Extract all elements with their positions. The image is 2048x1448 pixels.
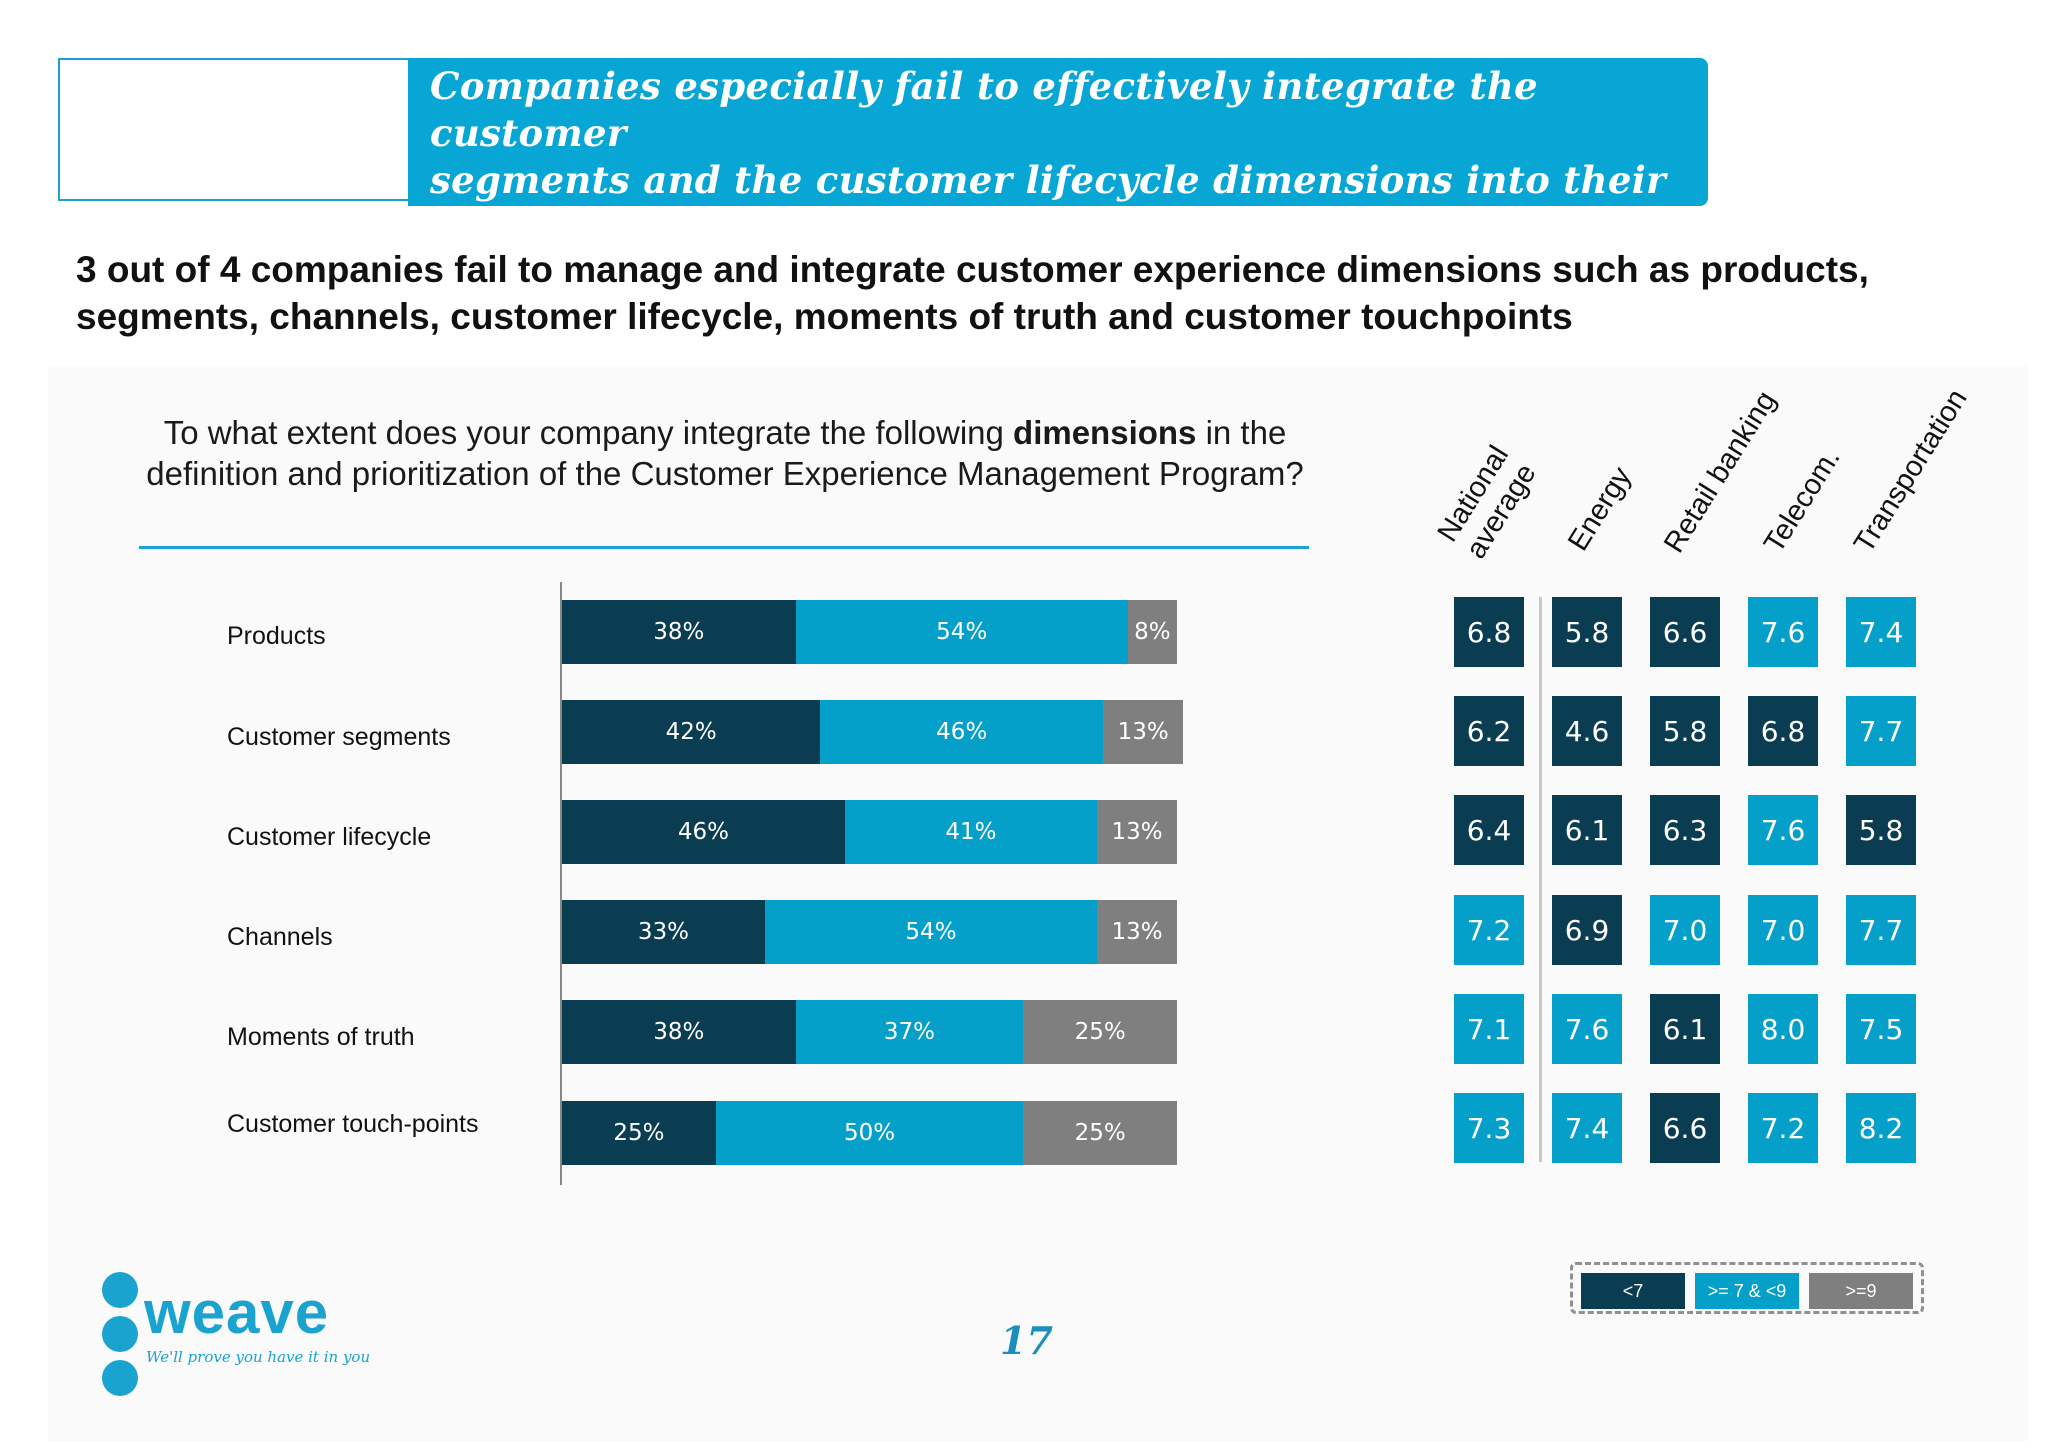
heatmap-cell: 7.2 bbox=[1454, 895, 1524, 965]
category-label: Customer lifecycle bbox=[227, 823, 432, 851]
heatmap-cell: 6.1 bbox=[1552, 795, 1622, 865]
bar-value-label: 13% bbox=[1117, 719, 1169, 745]
bar-value-label: 54% bbox=[905, 919, 957, 945]
legend-item-low: <7 bbox=[1581, 1273, 1685, 1309]
banner-line: customer experience strategy bbox=[430, 205, 1053, 249]
heatmap-cell: 7.6 bbox=[1748, 795, 1818, 865]
heatmap-cell: 5.8 bbox=[1552, 597, 1622, 667]
bar-value-label: 41% bbox=[945, 819, 997, 845]
survey-question: To what extent does your company integra… bbox=[140, 412, 1310, 494]
heatmap-cell: 7.3 bbox=[1454, 1093, 1524, 1163]
bar-value-label: 33% bbox=[637, 919, 690, 945]
bar-segment: 46% bbox=[820, 700, 1104, 764]
bar-value-label: 42% bbox=[665, 719, 717, 745]
category-label: Customer segments bbox=[227, 723, 451, 751]
headline: 3 out of 4 companies fail to manage and … bbox=[76, 246, 2016, 340]
bar-segment: 13% bbox=[1097, 800, 1177, 864]
heatmap-cell: 7.2 bbox=[1748, 1093, 1818, 1163]
heatmap-cell: 6.1 bbox=[1650, 994, 1720, 1064]
bar-segment: 8% bbox=[1127, 600, 1177, 664]
category-label: Moments of truth bbox=[227, 1023, 415, 1051]
heatmap-cell: 6.9 bbox=[1552, 895, 1622, 965]
bar-value-label: 46% bbox=[936, 719, 988, 745]
bar-value-label: 50% bbox=[843, 1120, 896, 1146]
bar-value-label: 37% bbox=[883, 1019, 936, 1045]
bar-segment: 13% bbox=[1103, 700, 1184, 764]
logo-dot bbox=[102, 1272, 138, 1308]
heatmap-cell: 6.3 bbox=[1650, 795, 1720, 865]
bar-segment: 38% bbox=[562, 1000, 796, 1064]
heatmap-legend: <7 >= 7 & <9 >=9 bbox=[1570, 1262, 1924, 1314]
bar-segment: 41% bbox=[844, 800, 1098, 864]
headline-line: 3 out of 4 companies fail to manage and … bbox=[76, 249, 1869, 290]
bar-value-label: 25% bbox=[1074, 1120, 1126, 1146]
bar-value-label: 8% bbox=[1134, 619, 1171, 645]
heatmap-cell: 5.8 bbox=[1846, 795, 1916, 865]
page-number: 17 bbox=[1000, 1318, 1053, 1363]
bar-value-label: 13% bbox=[1111, 919, 1163, 945]
category-label: Products bbox=[227, 622, 326, 650]
legend-item-high: >=9 bbox=[1809, 1273, 1913, 1309]
bar-value-label: 38% bbox=[653, 619, 705, 645]
bar-value-label: 46% bbox=[677, 819, 729, 845]
heatmap-cell: 6.8 bbox=[1454, 597, 1524, 667]
banner-title: Companies especially fail to effectively… bbox=[408, 58, 1708, 249]
category-label: Customer touch-points bbox=[227, 1110, 479, 1138]
heatmap-cell: 8.2 bbox=[1846, 1093, 1916, 1163]
heatmap-cell: 7.0 bbox=[1748, 895, 1818, 965]
banner-line: Companies especially fail to effectively… bbox=[430, 64, 1538, 155]
bar-segment: 50% bbox=[715, 1101, 1024, 1165]
bar-value-label: 25% bbox=[613, 1120, 665, 1146]
weave-logo: weave We'll prove you have it in you bbox=[98, 1272, 398, 1402]
bar-segment: 25% bbox=[562, 1101, 716, 1165]
bar-value-label: 38% bbox=[653, 1019, 705, 1045]
bar-segment: 13% bbox=[1097, 900, 1177, 964]
banner-left-box bbox=[58, 58, 410, 201]
headline-line: segments, channels, customer lifecycle, … bbox=[76, 296, 1573, 337]
bar-segment: 42% bbox=[562, 700, 821, 764]
heatmap-cell: 4.6 bbox=[1552, 696, 1622, 766]
heatmap-cell: 5.8 bbox=[1650, 696, 1720, 766]
heatmap-cell: 6.2 bbox=[1454, 696, 1524, 766]
bar-value-label: 54% bbox=[936, 619, 988, 645]
logo-tagline: We'll prove you have it in you bbox=[146, 1348, 371, 1366]
heatmap-cell: 7.0 bbox=[1650, 895, 1720, 965]
question-text-end: in the definition and prioritization of … bbox=[146, 414, 1304, 492]
heatmap-cell: 7.6 bbox=[1748, 597, 1818, 667]
logo-dot bbox=[102, 1316, 138, 1352]
heatmap-cell: 6.8 bbox=[1748, 696, 1818, 766]
heatmap-cell: 7.4 bbox=[1552, 1093, 1622, 1163]
heatmap-separator bbox=[1539, 597, 1542, 1162]
bar-value-label: 25% bbox=[1074, 1019, 1126, 1045]
bar-segment: 25% bbox=[1023, 1101, 1177, 1165]
bar-segment: 54% bbox=[795, 600, 1128, 664]
logo-wordmark: weave bbox=[144, 1279, 330, 1346]
bar-chart-axis bbox=[560, 582, 562, 1185]
banner-line: segments and the customer lifecycle dime… bbox=[430, 158, 1666, 202]
question-bold: dimensions bbox=[1013, 414, 1197, 451]
bar-value-label: 13% bbox=[1111, 819, 1163, 845]
bar-segment: 37% bbox=[795, 1000, 1024, 1064]
question-text: To what extent does your company integra… bbox=[163, 414, 1014, 451]
logo-dot bbox=[102, 1360, 138, 1396]
heatmap-cell: 7.4 bbox=[1846, 597, 1916, 667]
bar-segment: 54% bbox=[764, 900, 1098, 964]
heatmap-cell: 7.7 bbox=[1846, 696, 1916, 766]
legend-item-mid: >= 7 & <9 bbox=[1695, 1273, 1799, 1309]
heatmap-cell: 7.5 bbox=[1846, 994, 1916, 1064]
category-label: Channels bbox=[227, 923, 333, 951]
heatmap-cell: 6.4 bbox=[1454, 795, 1524, 865]
heatmap-cell: 6.6 bbox=[1650, 597, 1720, 667]
question-divider bbox=[139, 546, 1309, 549]
heatmap-cell: 8.0 bbox=[1748, 994, 1818, 1064]
heatmap-cell: 6.6 bbox=[1650, 1093, 1720, 1163]
bar-segment: 38% bbox=[562, 600, 796, 664]
bar-segment: 46% bbox=[562, 800, 845, 864]
heatmap-cell: 7.1 bbox=[1454, 994, 1524, 1064]
heatmap-cell: 7.6 bbox=[1552, 994, 1622, 1064]
heatmap-cell: 7.7 bbox=[1846, 895, 1916, 965]
bar-segment: 25% bbox=[1023, 1000, 1177, 1064]
bar-segment: 33% bbox=[562, 900, 765, 964]
